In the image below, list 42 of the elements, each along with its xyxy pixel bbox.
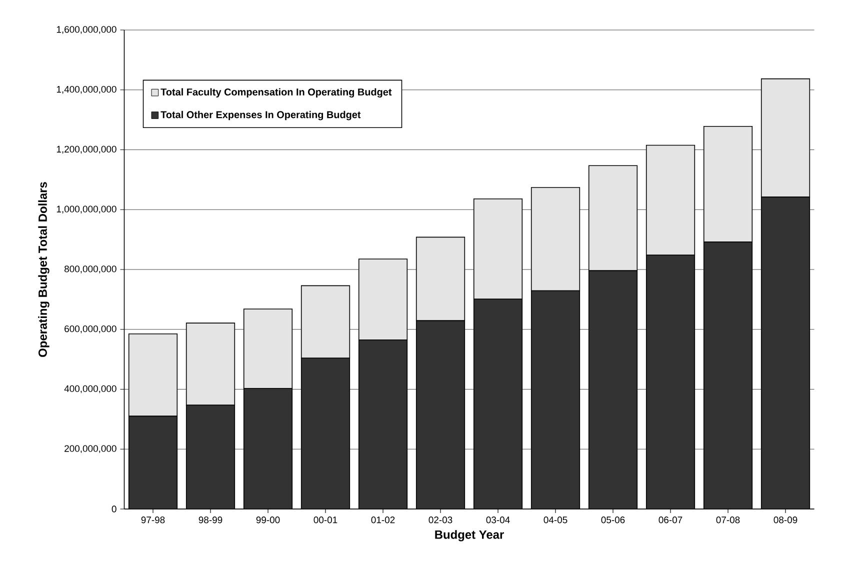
bar: [300, 285, 350, 359]
bar: [128, 416, 178, 509]
x-tick-label: 03-04: [486, 516, 510, 524]
bar: [646, 255, 695, 509]
bar: [243, 308, 293, 389]
bar: [358, 340, 408, 509]
bar: [358, 258, 408, 340]
x-tick-label: 97-98: [141, 516, 165, 524]
legend-label: Total Other Expenses In Operating Budget: [160, 110, 361, 120]
y-tick-label: 0: [112, 506, 116, 512]
x-tick-label: 99-00: [256, 516, 280, 524]
y-tick-label: 600,000,000: [64, 325, 116, 334]
bar: [186, 405, 235, 509]
x-axis-title: Budget Year: [435, 530, 504, 542]
y-tick-label: 1,400,000,000: [56, 86, 116, 94]
y-tick-label: 1,600,000,000: [56, 26, 116, 34]
bar: [301, 358, 350, 509]
bar: [474, 299, 522, 509]
bar: [186, 322, 236, 406]
x-tick-label: 02-03: [428, 516, 452, 524]
bar: [704, 242, 752, 509]
bar: [531, 290, 580, 509]
bar: [416, 320, 465, 509]
y-axis-title: Operating Budget Total Dollars: [38, 182, 50, 357]
x-tick-label: 05-06: [601, 516, 625, 524]
bar: [416, 236, 466, 322]
y-tick-label: 800,000,000: [64, 266, 116, 274]
y-tick-label: 1,200,000,000: [56, 146, 116, 154]
x-tick-label: 06-07: [658, 516, 682, 524]
x-tick-label: 08-09: [774, 516, 798, 524]
y-tick-label: 400,000,000: [64, 385, 116, 394]
x-tick-label: 00-01: [314, 516, 338, 524]
x-tick-label: 01-02: [371, 516, 395, 524]
bar: [244, 388, 292, 509]
x-tick-label: 04-05: [544, 516, 568, 524]
x-tick-label: 07-08: [716, 516, 740, 524]
y-tick-label: 1,000,000,000: [56, 206, 116, 214]
bar: [760, 196, 810, 509]
legend-label: Total Faculty Compensation In Operating Budget: [160, 88, 392, 98]
x-tick-label: 98-99: [198, 516, 222, 524]
bar: [588, 270, 638, 509]
y-tick-label: 200,000,000: [64, 445, 116, 454]
